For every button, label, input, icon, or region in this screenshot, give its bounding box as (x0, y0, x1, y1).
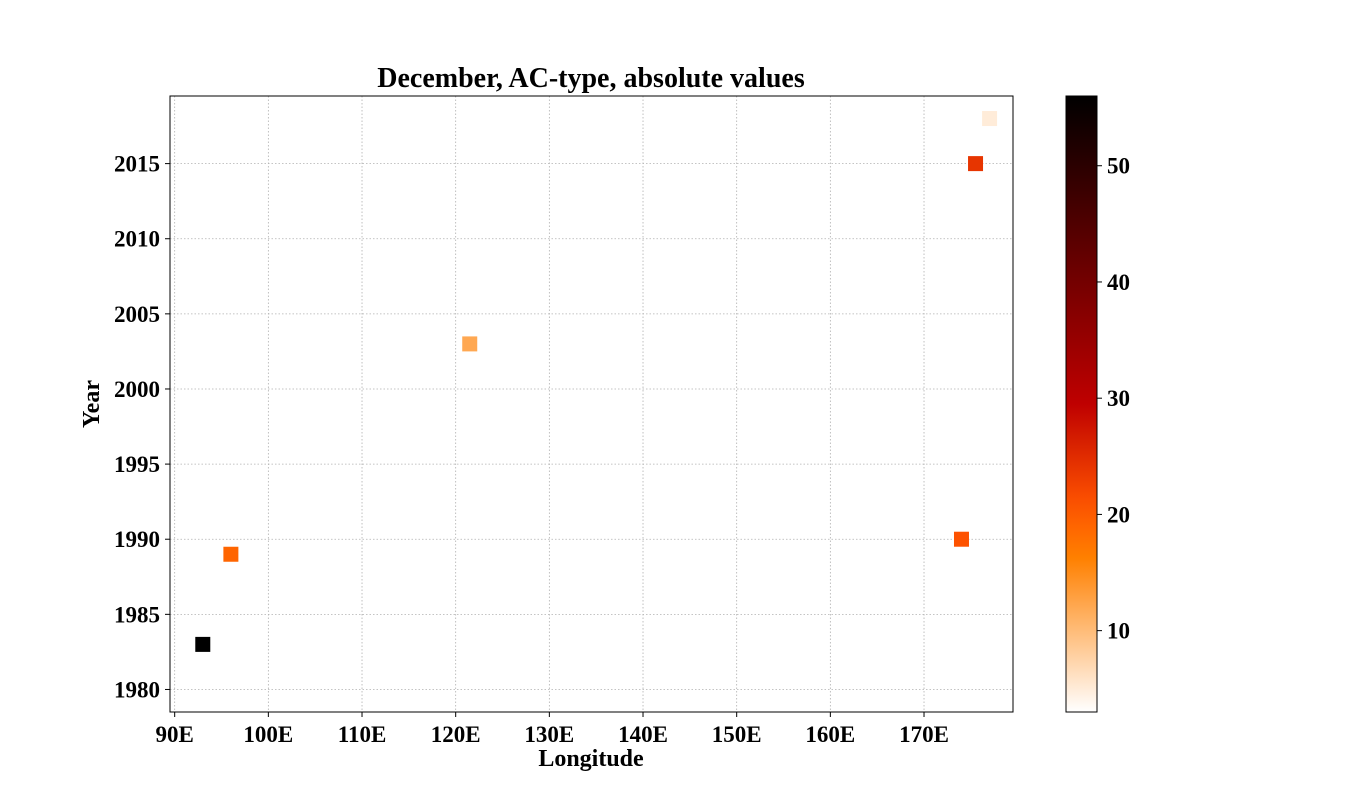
y-tick-label: 2015 (114, 152, 160, 177)
colorbar (1065, 95, 1098, 713)
y-tick-label: 2000 (114, 377, 160, 402)
y-tick-label: 2010 (114, 227, 160, 252)
x-tick-label: 160E (805, 722, 855, 747)
data-point (462, 336, 478, 352)
x-tick-label: 90E (156, 722, 194, 747)
colorbar-ticks: 10 20 30 40 50 (1097, 154, 1130, 644)
y-tick-label: 2005 (114, 302, 160, 327)
x-axis-label: Longitude (538, 746, 644, 772)
x-tick-label: 110E (338, 722, 387, 747)
colorbar-tick-label: 50 (1107, 154, 1130, 179)
data-point (968, 156, 984, 172)
colorbar-tick-label: 20 (1107, 502, 1130, 527)
x-tick-label: 140E (618, 722, 668, 747)
chart-title: December, AC-type, absolute values (377, 63, 805, 94)
colorbar-tick-label: 30 (1107, 386, 1130, 411)
data-points (195, 111, 998, 652)
y-tick-label: 1985 (114, 602, 160, 627)
data-point (223, 546, 239, 562)
colorbar-tick-label: 10 (1107, 619, 1130, 644)
data-point (953, 531, 969, 547)
colorbar-tick-label: 40 (1107, 270, 1130, 295)
y-tick-label: 1980 (114, 677, 160, 702)
x-tick-label: 130E (524, 722, 574, 747)
data-point (195, 636, 211, 652)
x-tick-label: 150E (712, 722, 762, 747)
plot-area-frame (169, 95, 1014, 713)
grid-lines (170, 96, 1013, 712)
y-tick-label: 1995 (114, 452, 160, 477)
y-axis-label: Year (79, 380, 105, 428)
x-tick-label: 120E (431, 722, 481, 747)
y-axis-ticks: 1980 1985 1990 1995 2000 2005 2010 2015 (114, 152, 170, 702)
x-tick-label: 100E (243, 722, 293, 747)
y-tick-label: 1990 (114, 527, 160, 552)
x-axis-ticks: 90E 100E 110E 120E 130E 140E 150E 160E 170E (156, 712, 949, 747)
data-point (982, 111, 998, 127)
x-tick-label: 170E (899, 722, 949, 747)
